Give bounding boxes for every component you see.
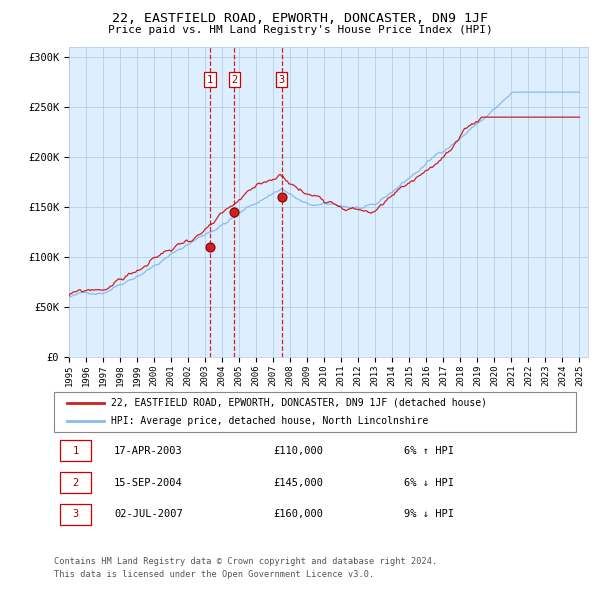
- Text: 9% ↓ HPI: 9% ↓ HPI: [404, 510, 454, 519]
- Text: £160,000: £160,000: [273, 510, 323, 519]
- FancyBboxPatch shape: [60, 504, 91, 525]
- Text: 2: 2: [231, 75, 238, 85]
- Text: 02-JUL-2007: 02-JUL-2007: [114, 510, 183, 519]
- FancyBboxPatch shape: [60, 472, 91, 493]
- Text: 22, EASTFIELD ROAD, EPWORTH, DONCASTER, DN9 1JF (detached house): 22, EASTFIELD ROAD, EPWORTH, DONCASTER, …: [112, 398, 487, 408]
- Text: 1: 1: [72, 446, 79, 455]
- Text: HPI: Average price, detached house, North Lincolnshire: HPI: Average price, detached house, Nort…: [112, 416, 428, 426]
- FancyBboxPatch shape: [60, 440, 91, 461]
- Text: 15-SEP-2004: 15-SEP-2004: [114, 478, 183, 487]
- Text: 3: 3: [278, 75, 285, 85]
- Text: Price paid vs. HM Land Registry's House Price Index (HPI): Price paid vs. HM Land Registry's House …: [107, 25, 493, 35]
- Text: Contains HM Land Registry data © Crown copyright and database right 2024.: Contains HM Land Registry data © Crown c…: [54, 558, 437, 566]
- Text: 2: 2: [72, 478, 79, 487]
- Text: 3: 3: [72, 510, 79, 519]
- Text: 17-APR-2003: 17-APR-2003: [114, 446, 183, 455]
- Text: £110,000: £110,000: [273, 446, 323, 455]
- Text: This data is licensed under the Open Government Licence v3.0.: This data is licensed under the Open Gov…: [54, 571, 374, 579]
- Text: £145,000: £145,000: [273, 478, 323, 487]
- Text: 22, EASTFIELD ROAD, EPWORTH, DONCASTER, DN9 1JF: 22, EASTFIELD ROAD, EPWORTH, DONCASTER, …: [112, 12, 488, 25]
- Text: 1: 1: [207, 75, 213, 85]
- Text: 6% ↑ HPI: 6% ↑ HPI: [404, 446, 454, 455]
- Text: 6% ↓ HPI: 6% ↓ HPI: [404, 478, 454, 487]
